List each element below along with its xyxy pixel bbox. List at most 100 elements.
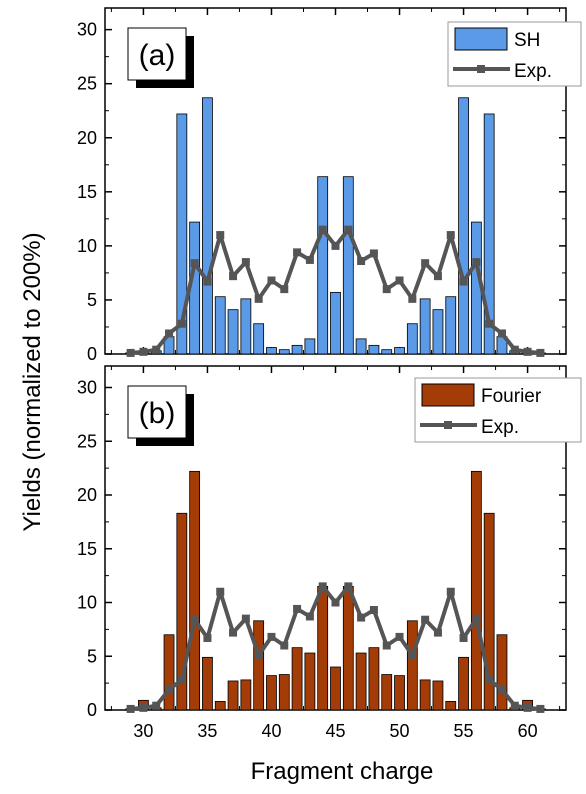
bar (342, 176, 354, 355)
y-tick-label: 5 (87, 290, 97, 310)
bar (227, 309, 239, 355)
bar (317, 585, 329, 711)
bar (432, 309, 444, 355)
exp-point (216, 587, 225, 596)
panel-b: 0 5 10 15 20 25 30 30 35 40 45 50 55 60 (b) Fourier Exp. (77, 365, 582, 741)
x-tick-label: 45 (325, 721, 345, 741)
exp-point (293, 604, 302, 613)
exp-point (229, 272, 238, 281)
bar (496, 634, 508, 711)
exp-point (446, 231, 455, 240)
bar (202, 97, 213, 355)
bar (419, 298, 431, 355)
x-tick-label: 55 (454, 721, 474, 741)
legend-bar-swatch (454, 27, 508, 51)
exp-point (357, 613, 366, 622)
bar (304, 338, 316, 355)
exp-point (446, 587, 455, 596)
bar (214, 296, 226, 355)
bar (266, 347, 277, 355)
exp-point (139, 703, 148, 712)
exp-point (459, 277, 468, 286)
panel-tag-box (127, 385, 187, 439)
bar (240, 298, 252, 355)
bar (445, 296, 457, 355)
bar (394, 675, 405, 711)
legend-line-label: Exp. (481, 417, 519, 438)
legend-bar-label: Fourier (481, 386, 542, 407)
bar (458, 97, 469, 355)
bar (176, 113, 188, 355)
bar (406, 620, 418, 711)
bar (278, 674, 290, 711)
exp-point (267, 632, 276, 641)
exp-point (280, 641, 289, 650)
bar (355, 338, 367, 355)
exp-point (126, 348, 135, 357)
bar (394, 347, 405, 355)
exp-point (152, 701, 161, 710)
y-tick-label: 5 (87, 646, 97, 666)
y-tick-label: 20 (77, 485, 97, 505)
bar (355, 652, 367, 711)
exp-point (165, 329, 174, 338)
bar (330, 666, 341, 711)
bar (445, 701, 457, 711)
exp-point (190, 615, 199, 624)
exp-point (421, 615, 430, 624)
x-tick-label: 30 (133, 721, 153, 741)
exp-point (472, 614, 481, 623)
exp-point (254, 294, 263, 303)
panel-tag-label: (b) (139, 397, 176, 430)
exp-point (421, 259, 430, 268)
bar (381, 349, 393, 355)
y-tick-label: 15 (77, 182, 97, 202)
legend-line-marker (444, 421, 452, 429)
exp-point (305, 255, 314, 264)
bar (342, 585, 354, 711)
exp-point (433, 272, 442, 281)
exp-point (382, 641, 391, 650)
exp-point (485, 675, 494, 684)
exp-point (126, 704, 135, 713)
legend-line-label: Exp. (514, 61, 552, 82)
exp-point (254, 651, 263, 660)
bar (470, 470, 482, 711)
bar (189, 470, 201, 711)
exp-point (152, 345, 161, 354)
exp-point (357, 257, 366, 266)
exp-point (216, 231, 225, 240)
legend-line-marker (477, 65, 485, 73)
bar (253, 620, 265, 711)
bar (458, 656, 469, 711)
bar (253, 323, 265, 355)
bar (227, 680, 239, 711)
bar (406, 323, 418, 355)
exp-point (190, 259, 199, 268)
bar (483, 113, 495, 355)
exp-point (382, 285, 391, 294)
bar (368, 647, 380, 711)
y-tick-label: 10 (77, 593, 97, 613)
bar (278, 349, 290, 355)
exp-point (433, 628, 442, 637)
bar (202, 656, 213, 711)
bar (266, 675, 277, 711)
bar (317, 176, 329, 355)
exp-point (318, 582, 327, 591)
exp-point (497, 329, 506, 338)
exp-point (408, 294, 417, 303)
exp-point (395, 276, 404, 285)
exp-point (139, 347, 148, 356)
y-tick-label: 10 (77, 236, 97, 256)
bar (240, 679, 252, 711)
panel-a: 0 5 10 15 20 25 30 (a) SH Exp. (77, 7, 582, 364)
bar (304, 652, 316, 711)
legend-bar-label: SH (514, 30, 540, 51)
bar (330, 291, 341, 355)
exp-point (331, 598, 340, 607)
exp-point (280, 285, 289, 294)
x-tick-label: 50 (390, 721, 410, 741)
y-tick-label: 25 (77, 431, 97, 451)
